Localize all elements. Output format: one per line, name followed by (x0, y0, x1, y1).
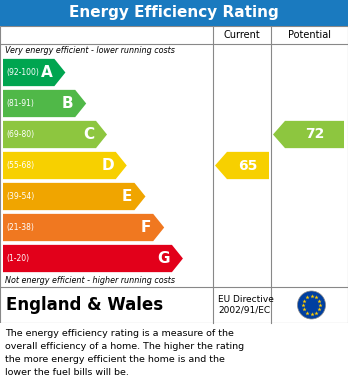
Text: 72: 72 (305, 127, 324, 142)
Text: Energy Efficiency Rating: Energy Efficiency Rating (69, 5, 279, 20)
Polygon shape (3, 152, 127, 179)
Text: (92-100): (92-100) (6, 68, 39, 77)
Text: Potential: Potential (288, 30, 331, 40)
Text: G: G (157, 251, 170, 266)
Text: England & Wales: England & Wales (6, 296, 163, 314)
Polygon shape (3, 90, 86, 117)
Text: 65: 65 (238, 158, 258, 172)
Text: E: E (122, 189, 133, 204)
Text: Not energy efficient - higher running costs: Not energy efficient - higher running co… (5, 276, 175, 285)
Text: (39-54): (39-54) (6, 192, 34, 201)
Text: (21-38): (21-38) (6, 223, 34, 232)
Polygon shape (273, 121, 344, 148)
Bar (0, 0, 348, 26)
Text: (55-68): (55-68) (6, 161, 34, 170)
Bar (0, 323, 348, 391)
Circle shape (298, 291, 325, 319)
Polygon shape (215, 152, 269, 179)
Text: C: C (83, 127, 94, 142)
Polygon shape (3, 183, 145, 210)
Text: (69-80): (69-80) (6, 130, 34, 139)
Text: (1-20): (1-20) (6, 254, 29, 263)
Polygon shape (3, 121, 107, 148)
Polygon shape (3, 245, 183, 272)
Polygon shape (3, 59, 65, 86)
Text: The energy efficiency rating is a measure of the
overall efficiency of a home. T: The energy efficiency rating is a measur… (5, 329, 244, 377)
Bar (0, 26, 348, 323)
Text: A: A (41, 65, 53, 80)
Text: Current: Current (224, 30, 260, 40)
Text: Very energy efficient - lower running costs: Very energy efficient - lower running co… (5, 46, 175, 55)
Polygon shape (3, 214, 164, 241)
Text: B: B (62, 96, 73, 111)
Text: F: F (141, 220, 151, 235)
Text: (81-91): (81-91) (6, 99, 34, 108)
Text: EU Directive
2002/91/EC: EU Directive 2002/91/EC (218, 295, 274, 315)
Text: D: D (101, 158, 114, 173)
